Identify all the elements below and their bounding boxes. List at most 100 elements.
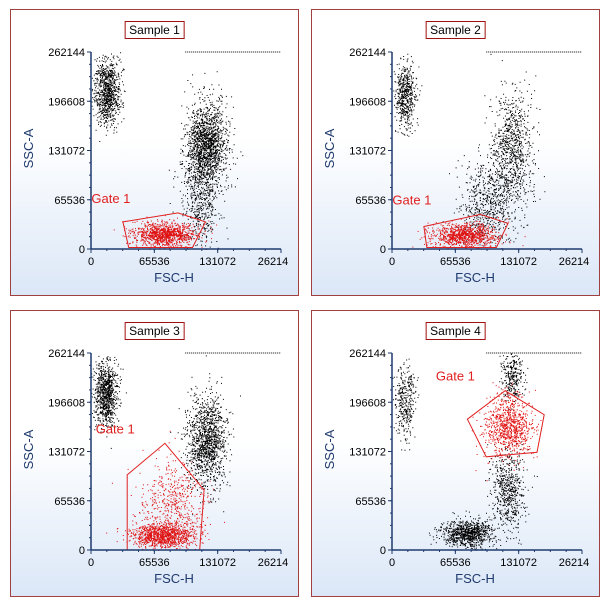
y-tick-label: 196608 — [48, 397, 85, 409]
y-tick-label: 0 — [380, 244, 386, 256]
scatter-plot[interactable]: Gate 1 262144 196608 131072 65536 00 65536 1310… — [11, 10, 298, 295]
x-axis-title: FSC-H — [154, 270, 194, 285]
scatter-point — [442, 144, 536, 250]
y-axis-title: SSC-A — [322, 128, 337, 168]
scatter-points — [91, 355, 241, 551]
x-tick-label: 26214 — [258, 557, 289, 569]
x-tick-label: 26214 — [559, 557, 590, 569]
y-tick-label: 131072 — [349, 146, 386, 158]
cluster-debris — [91, 52, 126, 142]
x-axis-title: FSC-H — [154, 571, 194, 586]
scatter-point — [412, 216, 526, 250]
scatter-points — [91, 52, 244, 250]
scatter-point — [111, 430, 225, 551]
panel-sample-2: Sample 2 Gate 1 262144 196608 131072 65536 0 0… — [311, 9, 600, 296]
gate-polygon[interactable] — [466, 390, 545, 458]
scatter-point — [428, 510, 515, 551]
panel-sample-4: Sample 4 Gate 1 262144 196608 131072 65536 0 0… — [311, 310, 600, 597]
gate-polygon[interactable] — [126, 442, 205, 551]
scatter-point — [113, 215, 218, 250]
y-tick-label: 65536 — [54, 195, 85, 207]
gate-polygon[interactable] — [122, 212, 207, 248]
panel-title: Sample 2 — [425, 21, 486, 39]
scatter-point — [168, 71, 244, 215]
cluster-main — [478, 53, 546, 243]
y-tick-label: 131072 — [48, 447, 85, 459]
scatter-point — [478, 53, 546, 243]
x-tick-label: 131072 — [500, 557, 537, 569]
scatter-plot[interactable]: Gate 1 262144 196608 131072 65536 00 65536 1310… — [312, 311, 599, 596]
x-axis-title: FSC-H — [455, 571, 495, 586]
x-tick-label: 0 — [88, 256, 94, 268]
gate-label: Gate 1 — [96, 421, 135, 436]
cluster-top — [499, 353, 529, 412]
y-tick-label: 262144 — [349, 47, 386, 59]
scatter-plot[interactable]: Gate 1 262144 196608 131072 65536 00 65536 1310… — [312, 10, 599, 295]
cluster-gated-spread — [111, 430, 225, 551]
cluster-gated — [471, 382, 542, 482]
y-tick-label: 131072 — [349, 447, 386, 459]
scatter-point — [393, 53, 423, 137]
scatter-points — [392, 353, 542, 551]
y-tick-label: 0 — [380, 545, 386, 557]
y-tick-label: 131072 — [48, 146, 85, 158]
scatter-point — [392, 358, 420, 451]
x-axis-title: FSC-H — [455, 270, 495, 285]
x-tick-label: 65536 — [440, 557, 471, 569]
x-tick-label: 26214 — [559, 256, 590, 268]
cluster-lower — [428, 510, 515, 551]
cluster-debris — [91, 355, 127, 449]
panel-title: Sample 1 — [124, 21, 185, 39]
gate-label: Gate 1 — [436, 369, 475, 384]
cluster-gated — [412, 216, 526, 250]
panel-sample-3: Sample 3 Gate 1 262144 196608 131072 65536 0 0… — [10, 310, 299, 597]
gate-label: Gate 1 — [91, 191, 130, 206]
cluster-gated — [113, 215, 218, 250]
y-tick-label: 0 — [79, 244, 85, 256]
panel-sample-1: Sample 1 Gate 1 262144 196608 131072 65536 0 0… — [10, 9, 299, 296]
x-tick-label: 0 — [389, 557, 395, 569]
cluster-main — [170, 355, 241, 516]
x-tick-label: 65536 — [440, 256, 471, 268]
y-tick-label: 196608 — [48, 96, 85, 108]
cluster-debris — [392, 358, 420, 451]
scatter-point — [471, 382, 542, 482]
scatter-point — [484, 433, 538, 546]
cluster-stream — [169, 92, 229, 250]
cluster-main — [168, 71, 244, 215]
gate-polygon[interactable] — [423, 213, 509, 248]
y-tick-label: 262144 — [48, 348, 85, 360]
x-tick-label: 0 — [389, 256, 395, 268]
x-tick-label: 131072 — [199, 557, 236, 569]
panel-title: Sample 3 — [124, 322, 185, 340]
cluster-gated — [106, 514, 210, 551]
y-tick-label: 65536 — [54, 496, 85, 508]
y-axis-title: SSC-A — [21, 128, 36, 168]
y-tick-label: 0 — [79, 545, 85, 557]
scatter-point — [106, 514, 210, 551]
cluster-stream — [442, 144, 536, 250]
y-tick-label: 262144 — [48, 47, 85, 59]
scatter-plot[interactable]: Gate 1 262144 196608 131072 65536 00 65536 1310… — [11, 311, 298, 596]
cluster-stream — [484, 433, 538, 546]
y-tick-label: 65536 — [355, 195, 386, 207]
scatter-point — [91, 355, 127, 449]
cluster-debris — [393, 53, 423, 137]
x-tick-label: 131072 — [199, 256, 236, 268]
x-tick-label: 65536 — [139, 256, 170, 268]
y-axis-title: SSC-A — [322, 429, 337, 469]
x-tick-label: 0 — [88, 557, 94, 569]
y-tick-label: 262144 — [349, 348, 386, 360]
scatter-point — [169, 92, 229, 250]
y-tick-label: 196608 — [349, 96, 386, 108]
panel-title: Sample 4 — [425, 322, 486, 340]
x-tick-label: 131072 — [500, 256, 537, 268]
scatter-point — [499, 353, 529, 412]
scatter-point — [91, 52, 126, 142]
gate-label: Gate 1 — [392, 192, 431, 207]
x-tick-label: 65536 — [139, 557, 170, 569]
y-tick-label: 65536 — [355, 496, 386, 508]
scatter-point — [170, 355, 241, 516]
y-axis-title: SSC-A — [21, 429, 36, 469]
y-tick-label: 196608 — [349, 397, 386, 409]
